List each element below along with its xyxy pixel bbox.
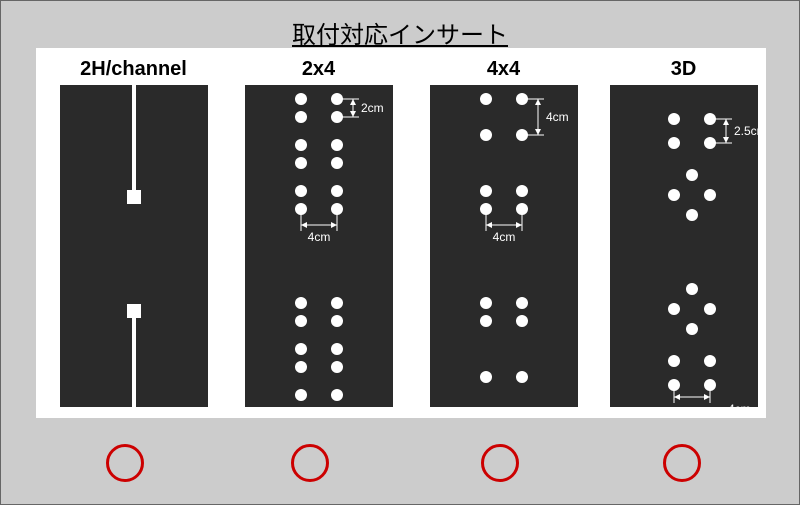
- status-ring: [663, 444, 701, 482]
- svg-text:4cm: 4cm: [307, 230, 330, 244]
- column-4x4: 4x4 4cm 4cm: [416, 58, 591, 407]
- status-ring: [481, 444, 519, 482]
- panel-3d: 2.5cm 4cm: [610, 85, 758, 407]
- col-label: 3D: [596, 58, 771, 81]
- column-3d: 3D 2.5cm 4cm: [596, 58, 771, 407]
- status-ring: [106, 444, 144, 482]
- status-ring: [291, 444, 329, 482]
- col-label: 2H/channel: [46, 58, 221, 81]
- panel-2h: [60, 85, 208, 407]
- col-label: 4x4: [416, 58, 591, 81]
- svg-text:4cm: 4cm: [728, 402, 751, 407]
- col-label: 2x4: [231, 58, 406, 81]
- svg-text:4cm: 4cm: [492, 230, 515, 244]
- column-2h-channel: 2H/channel: [46, 58, 221, 407]
- status-circles: [1, 438, 800, 488]
- page-title: 取付対応インサート: [1, 1, 799, 50]
- panel-4x4: 4cm 4cm: [430, 85, 578, 407]
- column-2x4: 2x4 2cm 4cm: [231, 58, 406, 407]
- svg-text:2.5cm: 2.5cm: [734, 124, 758, 138]
- panel-2x4: 2cm 4cm: [245, 85, 393, 407]
- svg-text:4cm: 4cm: [546, 110, 569, 124]
- svg-text:2cm: 2cm: [361, 101, 384, 115]
- panels-container: 2H/channel 2x4 2cm4cm 4x4 4cm4cm 3D 2.5c…: [36, 48, 766, 418]
